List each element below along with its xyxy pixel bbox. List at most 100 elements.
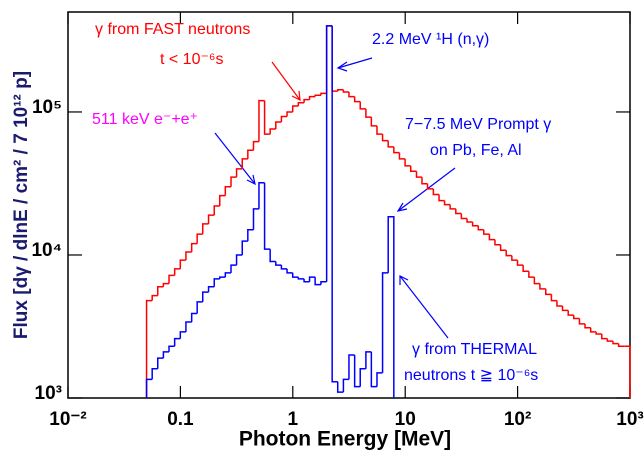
histogram-bin [291,272,299,278]
histogram-bin [213,278,220,287]
histogram-bin [325,25,333,94]
histogram-bin [185,321,192,332]
histogram-bin [483,229,490,235]
histogram-bin [325,25,333,282]
histogram-bin [252,208,259,230]
arrow [271,61,301,101]
histogram-bin [219,194,226,207]
annotation: neutrons t ≧ 10⁻⁶s [404,367,538,384]
arrow [397,167,456,212]
histogram-bin [432,188,440,196]
x-tick-label: 0.1 [167,409,194,430]
histogram-bin [387,140,394,148]
histogram-bin [376,372,383,387]
histogram-bin [466,218,473,223]
histogram-bin [297,101,305,107]
arrow-head [336,61,348,72]
histogram-bin [190,312,198,322]
histogram-bin [544,288,552,296]
histogram-bin [230,264,237,273]
histogram-bin [207,214,215,224]
histogram-bin [387,216,395,398]
plot-frame [67,11,631,399]
histogram-bin [280,115,288,123]
histogram-bin [443,200,451,206]
histogram-bin [247,229,254,242]
histogram-bin [179,331,186,339]
histogram-bin [550,294,557,302]
histogram-bin [219,276,226,279]
histogram-bin [376,125,383,135]
histogram-bin [455,208,462,215]
histogram-bin [196,233,203,244]
histogram-bin [314,94,321,97]
histogram-bin [533,277,540,285]
histogram-bin [567,310,574,316]
histogram-bin [415,171,422,178]
histogram-bin [331,25,338,383]
arrow-head [291,90,301,102]
histogram-bin [297,277,305,280]
annotation: γ from FAST neutrons [95,21,250,38]
histogram-bin [207,285,215,293]
histogram-bin [308,276,316,282]
histogram-bin [162,351,170,359]
histogram-bin [280,265,288,270]
histogram-bin [151,294,158,301]
arrow-head [396,202,408,212]
histogram-bin [201,223,209,235]
histogram-bin [612,341,619,345]
histogram-bin [359,101,366,110]
histogram-bin [303,278,310,283]
histogram-bin [499,244,507,251]
histogram-bin [342,89,349,93]
histogram-bin [320,280,327,285]
histogram-bin [353,354,361,388]
histogram-bin [258,181,265,209]
histogram-bin [601,334,608,340]
histogram-bin [241,158,248,169]
histogram-bin [162,282,170,287]
histogram-bin [173,337,181,347]
histogram-bin [145,299,153,398]
histogram-bin [381,272,389,373]
histogram-bin [258,99,265,142]
arrow [337,57,373,69]
histogram-bin [426,183,434,190]
histogram-bin [365,351,372,369]
histogram-bin [398,152,406,160]
histogram-bin [556,300,563,307]
histogram-bin [201,291,209,302]
histogram-bin [303,98,310,103]
histogram-bin [573,315,580,320]
annotation: 2.2 MeV ¹H (n,γ) [372,31,489,48]
histogram-bin [269,249,276,263]
histogram-bin [595,331,602,335]
annotation: 7−7.5 MeV Prompt γ [405,116,551,133]
arrow-head [246,174,256,186]
histogram-bin [353,96,361,103]
histogram-bin [314,277,321,286]
histogram-bin [241,240,248,255]
y-axis-label: Flux [dγ / dlnE / cm² / 7 10¹² p] [11,71,32,339]
histogram-bin [173,268,181,276]
histogram-bin [342,378,349,393]
histogram-bin [617,343,625,348]
histogram-bin [370,117,377,127]
histogram-bin [494,239,501,246]
histogram-bin [247,149,254,159]
histogram-bin [230,176,237,187]
histogram-bin [224,272,232,278]
histogram-bin [151,368,158,380]
histogram-bin [359,368,366,387]
histogram-bin [421,177,428,185]
histogram-bin [196,301,203,314]
histogram-bin [308,95,316,100]
histogram-bin [145,378,153,398]
histogram-bin [185,251,192,261]
histogram-bin [275,261,282,266]
arrows [214,57,456,339]
histogram-bin [286,111,293,117]
histogram-bin [449,204,456,210]
histogram-bin [275,121,282,130]
